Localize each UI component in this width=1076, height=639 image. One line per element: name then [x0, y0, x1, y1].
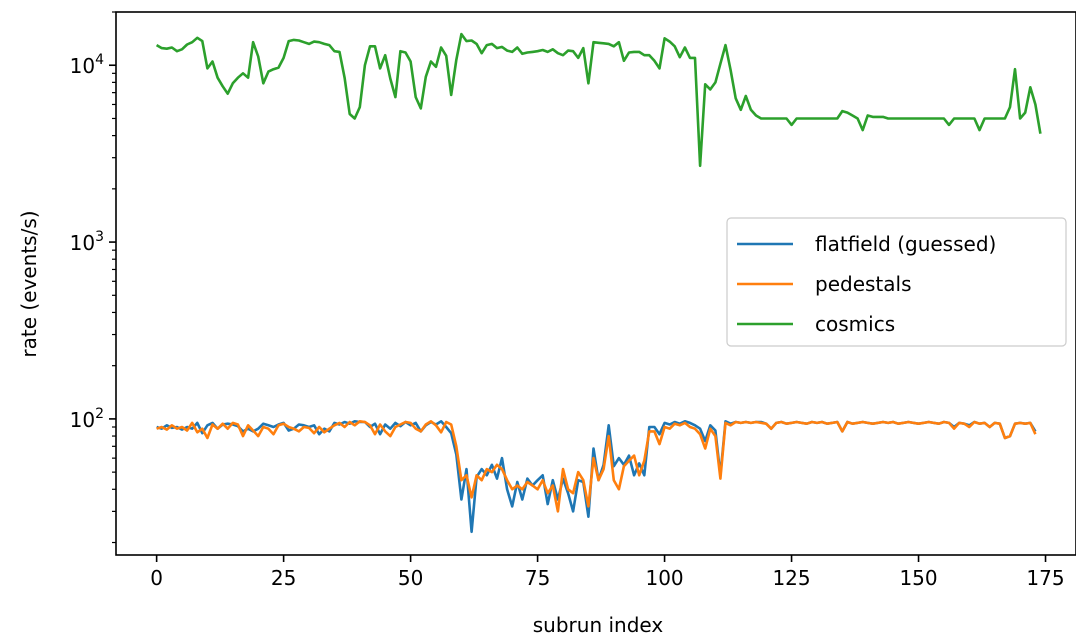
x-tick-label: 100 — [645, 566, 683, 590]
y-tick-label: 103 — [70, 229, 104, 255]
x-tick-label: 125 — [772, 566, 810, 590]
legend-label-2: cosmics — [815, 312, 895, 336]
plot-frame — [115, 11, 1076, 556]
y-tick-label: 102 — [70, 406, 104, 432]
series-line-1 — [156, 419, 1037, 513]
y-tick-label-exponent: 4 — [95, 52, 104, 68]
legend-frame — [726, 217, 1067, 347]
y-tick-label: 104 — [70, 52, 104, 78]
legend-label-0: flatfield (guessed) — [815, 232, 996, 256]
y-tick-label-base: 10 — [70, 231, 95, 255]
x-tick-label: 25 — [271, 566, 296, 590]
y-tick-label-exponent: 2 — [95, 406, 104, 422]
y-tick-label-exponent: 3 — [95, 229, 104, 245]
x-tick-label: 0 — [150, 566, 163, 590]
x-tick-label: 150 — [899, 566, 937, 590]
x-tick-label: 50 — [398, 566, 423, 590]
series-line-2 — [155, 32, 1042, 168]
x-axis-label: subrun index — [533, 613, 664, 637]
x-tick-label: 75 — [525, 566, 550, 590]
x-tick-label: 175 — [1026, 566, 1064, 590]
y-axis-label: rate (events/s) — [17, 210, 41, 357]
legend: flatfield (guessed) pedestals cosmics — [726, 217, 1067, 347]
series-layer — [155, 32, 1042, 534]
legend-label-1: pedestals — [815, 272, 912, 296]
y-tick-label-base: 10 — [70, 54, 95, 78]
y-tick-label-base: 10 — [70, 408, 95, 432]
